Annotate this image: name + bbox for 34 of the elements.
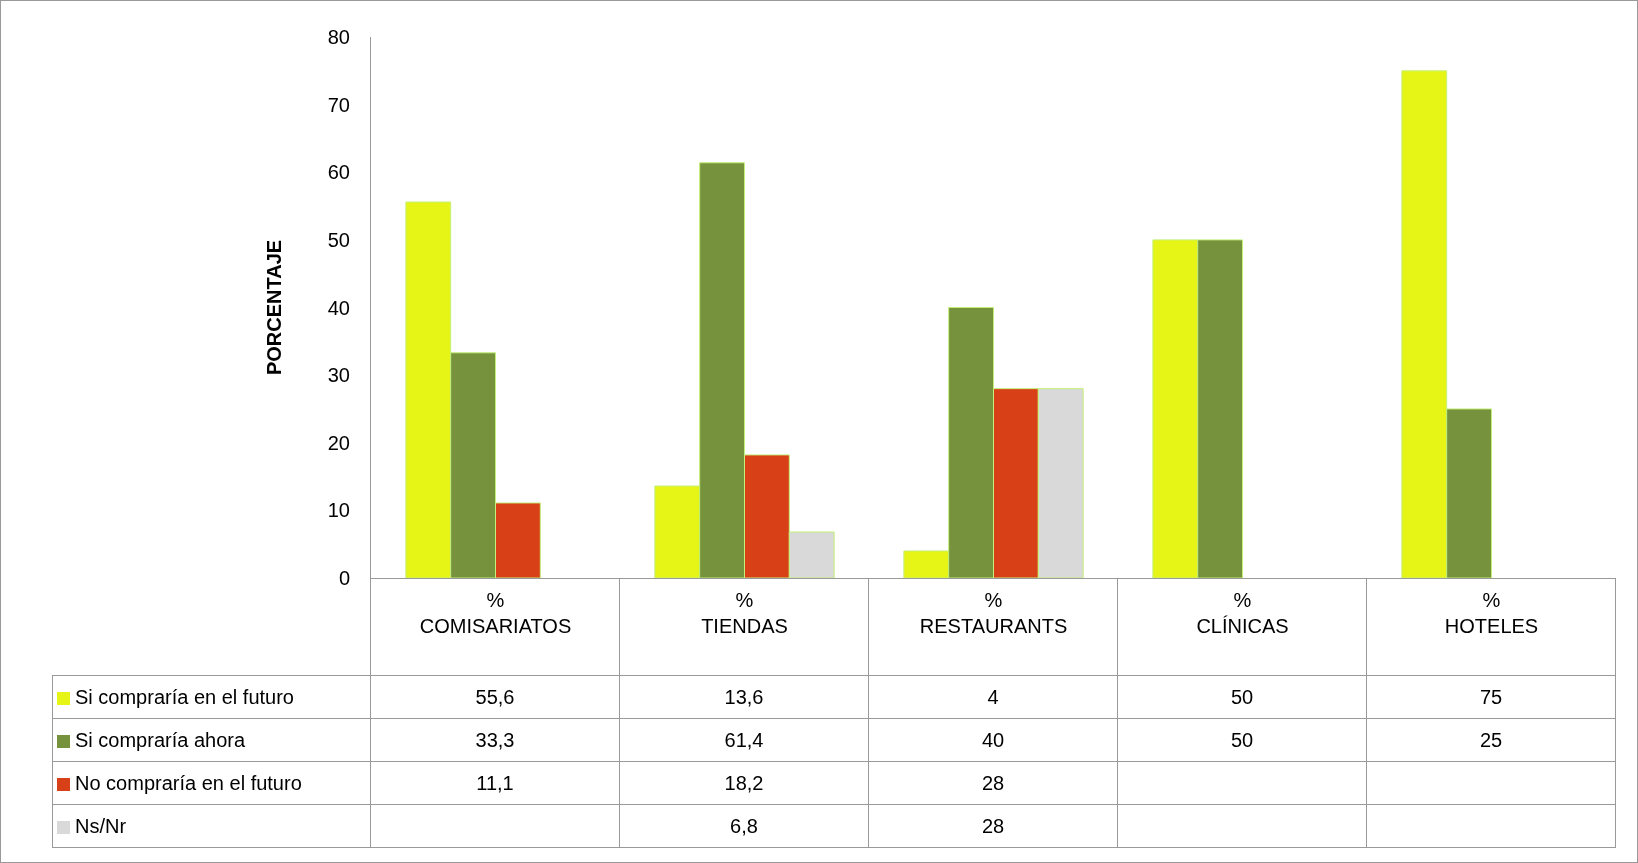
y-tick-label: 50 xyxy=(327,228,350,251)
y-tick-label: 20 xyxy=(327,431,350,454)
legend-label: Ns/Nr xyxy=(52,804,371,848)
data-label: 11,1 xyxy=(370,761,620,805)
y-tick-label: 80 xyxy=(327,26,350,48)
data-label: 28 xyxy=(868,761,1118,805)
data-label: 50 xyxy=(1117,718,1367,762)
y-tick-label: 60 xyxy=(327,161,350,184)
data-label: 50 xyxy=(1117,675,1367,719)
legend-label: No compraría en el futuro xyxy=(52,761,371,805)
x-tick-label: % HOTELES xyxy=(1444,589,1539,637)
legend-label: Si compraría en el futuro xyxy=(52,675,371,719)
y-tick-label: 0 xyxy=(338,567,350,589)
x-tick-label: % COMISARIATOS xyxy=(419,589,572,637)
data-label: 55,6 xyxy=(370,675,620,719)
data-label: 28 xyxy=(868,804,1118,848)
data-label: 13,6 xyxy=(619,675,869,719)
x-tick-label: % CLÍNICAS xyxy=(1196,589,1289,637)
data-label: 75 xyxy=(1366,675,1616,719)
y-tick-label: 70 xyxy=(327,93,350,116)
data-label: 61,4 xyxy=(619,718,869,762)
data-label: 40 xyxy=(868,718,1118,762)
data-label: 18,2 xyxy=(619,761,869,805)
y-tick-label: 40 xyxy=(327,296,350,319)
data-label: 6,8 xyxy=(619,804,869,848)
x-tick-label: % RESTAURANTS xyxy=(919,589,1068,637)
data-label: 25 xyxy=(1366,718,1616,762)
legend-label: Si compraría ahora xyxy=(52,718,371,762)
y-tick-label: 10 xyxy=(327,499,350,522)
y-tick-label: 30 xyxy=(327,364,350,387)
data-label: 33,3 xyxy=(370,718,620,762)
x-tick-label: % TIENDAS xyxy=(701,589,788,637)
y-axis-title: PORCENTAJE xyxy=(263,239,286,376)
data-label: 4 xyxy=(868,675,1118,719)
